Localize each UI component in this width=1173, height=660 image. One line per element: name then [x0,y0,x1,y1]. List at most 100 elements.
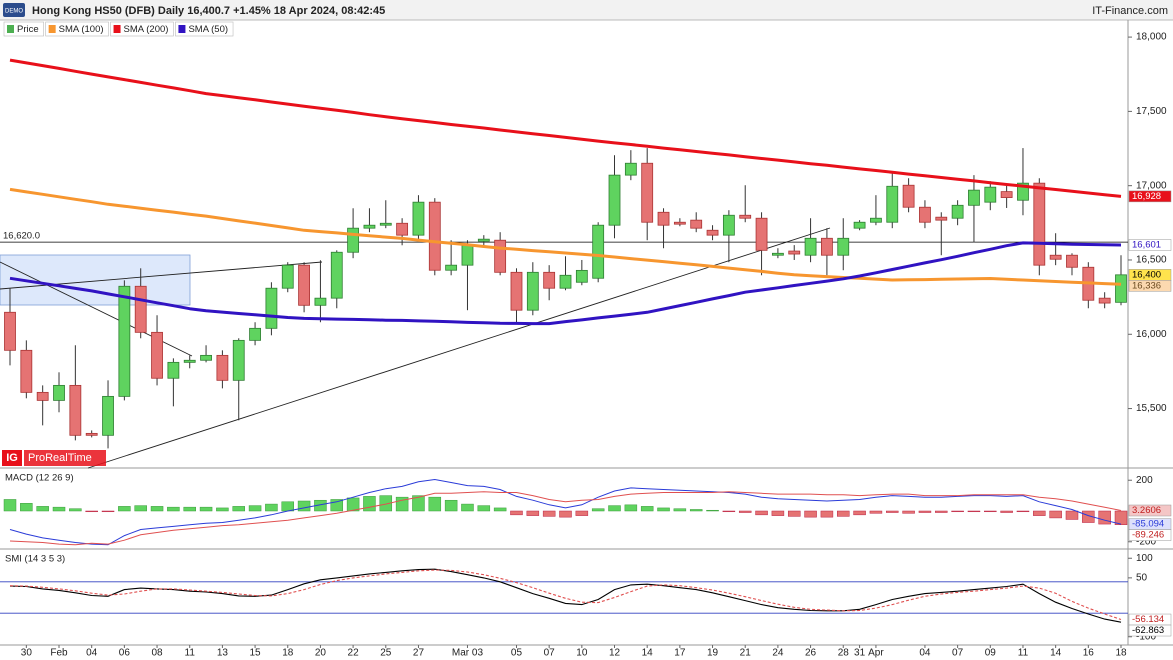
candle-body [134,285,147,333]
candle-body [216,354,229,381]
histogram-bar [330,499,344,512]
candle-body [461,244,474,266]
histogram-bar [853,510,866,516]
x-tick-label: 09 [985,648,997,659]
histogram-bar [69,508,82,512]
candle-body [510,271,523,311]
logo: IG [6,452,18,464]
histogram-bar [1033,510,1046,516]
histogram-bar [935,510,948,513]
histogram-bar [526,510,540,516]
histogram-bar [20,503,33,512]
histogram-bar [428,496,442,512]
panel-title-box [2,472,82,484]
histogram-bar [461,503,474,512]
candle-body [363,224,376,229]
histogram-bar [1114,510,1128,525]
x-tick-label: 16 [1083,648,1095,659]
histogram-bar [902,510,915,514]
legend-swatch [7,25,14,33]
histogram-bar [722,510,736,513]
candle-body [428,201,441,271]
candle-body [673,221,686,225]
candle-body [151,331,163,379]
y-tick-label: 17,500 [1136,106,1167,117]
x-tick-label: 25 [380,648,392,659]
candle-body [853,221,866,229]
candle-body [870,217,882,223]
logo-box [2,450,22,466]
badge: DEMO [5,9,23,15]
candle-body [526,271,539,311]
sma-line [9,241,1122,326]
y-tick-label: 18,000 [1136,32,1167,43]
y-tick-label: 50 [1136,573,1148,584]
candle-body [575,269,588,283]
histogram-bar [477,505,491,512]
price-marker-label: -62.863 [1132,625,1164,636]
price-marker-label: 3.2606 [1132,505,1161,516]
x-tick-label: Mar 03 [452,648,484,659]
candle-body [559,274,572,289]
histogram-bar [379,495,393,512]
x-tick-label: Apr [868,648,884,659]
x-tick-label: 27 [413,648,425,659]
x-tick-label: 24 [772,648,784,659]
histogram-bar [771,510,785,516]
candle-body [102,395,114,436]
candle-body [821,237,833,256]
candle-body [1066,254,1078,268]
y-tick-label: 200 [1136,475,1153,486]
source: IT-Finance.com [1092,5,1168,17]
histogram-bar [575,510,589,516]
histogram-bar [608,505,621,512]
sma-line [9,58,1122,198]
candle-body [804,237,817,256]
x-tick-label: 10 [576,648,588,659]
price-marker-box [1128,529,1172,541]
histogram-bar [1016,510,1030,513]
histogram-bar [673,508,687,512]
histogram-bar [869,510,883,514]
x-tick-label: 07 [544,648,556,659]
x-tick-label: 08 [151,648,163,659]
x-tick-label: 31 [854,648,866,659]
candle-body [1033,182,1046,266]
histogram-bar [232,506,245,512]
x-tick-label: 20 [315,648,327,659]
candle-body [265,287,278,329]
candle-body [314,297,327,306]
histogram-bar [150,506,164,512]
histogram-bar [52,506,66,512]
candle-body [347,227,360,253]
histogram-bar [1082,510,1095,523]
price-marker-label: 16,928 [1132,191,1161,202]
watermark-box [24,450,106,466]
histogram-bar [689,509,703,512]
legend-label: Price [17,24,39,35]
legend-label: SMA (200) [124,24,169,35]
price-marker-box [1128,504,1172,517]
price-marker-label: 16,336 [1132,280,1161,291]
histogram-bar [755,510,768,516]
histogram-bar [984,510,997,513]
price-marker-box [1128,239,1172,251]
candle-body [183,359,196,363]
candle-body [281,264,294,289]
histogram-bar [1065,510,1079,520]
candle-body [298,264,310,306]
smi-line [9,569,1122,621]
sma-line [9,187,1122,286]
candle-body [968,189,980,206]
histogram-bar [738,510,752,513]
candle-body [249,327,261,341]
histogram-bar [1098,510,1111,525]
x-tick-label: 30 [21,648,33,659]
histogram-bar [346,497,360,512]
x-tick-label: 15 [250,648,262,659]
candle-body [53,384,65,401]
y-tick-label: -100 [1136,631,1156,642]
x-tick-label: 17 [674,648,686,659]
histogram-bar [101,510,115,513]
histogram-bar [167,506,180,512]
